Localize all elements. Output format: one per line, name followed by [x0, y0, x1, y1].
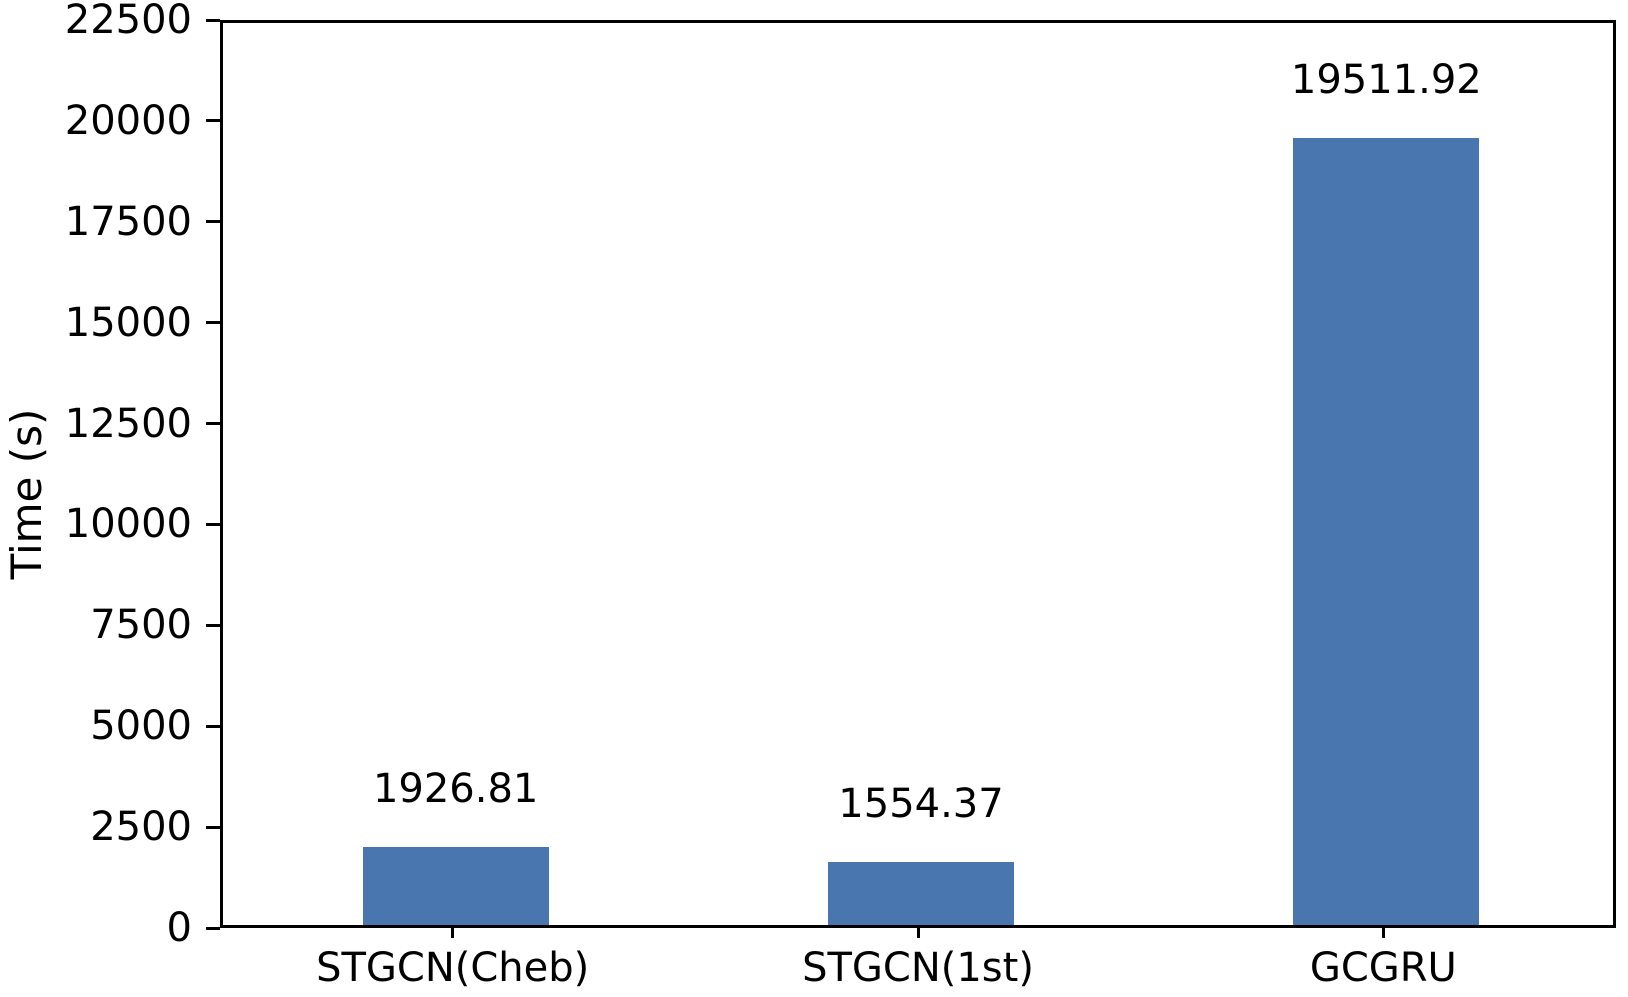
bar-stgcn-1st [828, 862, 1014, 925]
y-tick-label: 7500 [90, 602, 192, 649]
y-tick-label: 20000 [64, 97, 192, 144]
y-tick-mark [206, 623, 220, 627]
x-tick-mark [916, 926, 920, 938]
y-tick-mark [206, 18, 220, 22]
bar-value-label-gcgru: 19511.92 [1290, 56, 1482, 103]
y-tick-label: 10000 [64, 501, 192, 548]
bar-value-label-stgcn-1st: 1554.37 [838, 781, 1004, 828]
y-tick-label: 15000 [64, 299, 192, 346]
x-tick-label-stgcn-1st: STGCN(1st) [802, 945, 1034, 991]
y-tick-mark [206, 522, 220, 526]
y-tick-label: 22500 [64, 0, 192, 43]
y-tick-mark [206, 422, 220, 426]
plot-area: 1926.81 1554.37 19511.92 [220, 20, 1616, 928]
x-tick-mark [1381, 926, 1385, 938]
x-tick-label-stgcn-cheb: STGCN(Cheb) [316, 945, 590, 991]
y-tick-mark [206, 825, 220, 829]
y-tick-mark [206, 724, 220, 728]
y-tick-mark [206, 220, 220, 224]
y-tick-mark [206, 321, 220, 325]
y-tick-label: 17500 [64, 198, 192, 245]
y-tick-label: 12500 [64, 400, 192, 447]
bar-stgcn-cheb [362, 847, 549, 925]
y-tick-label: 0 [166, 905, 192, 951]
x-tick-label-gcgru: GCGRU [1309, 945, 1457, 991]
y-axis-label: Time (s) [2, 408, 51, 580]
x-tick-mark [451, 926, 455, 938]
bar-gcgru [1293, 137, 1480, 925]
y-tick-label: 2500 [90, 804, 192, 851]
y-tick-mark [206, 119, 220, 123]
bar-value-label-stgcn-cheb: 1926.81 [372, 766, 539, 813]
y-tick-label: 5000 [90, 703, 192, 750]
y-tick-mark [206, 926, 220, 930]
